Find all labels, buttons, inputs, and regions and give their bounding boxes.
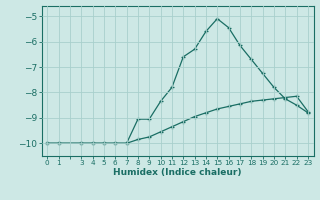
X-axis label: Humidex (Indice chaleur): Humidex (Indice chaleur) (113, 168, 242, 177)
